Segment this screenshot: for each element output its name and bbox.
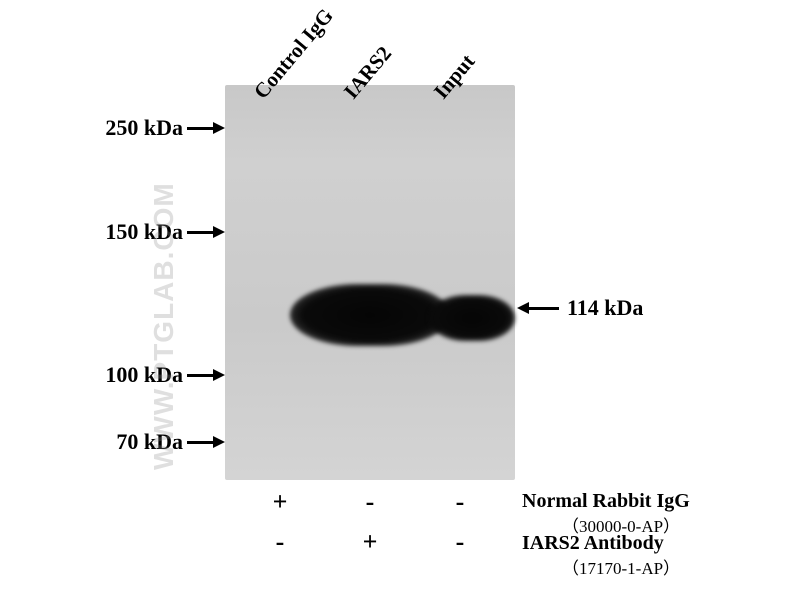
mw-label-2: 100 kDa (105, 362, 183, 388)
mw-arrow-2 (187, 369, 225, 381)
reagent-cat-1: （17170-1-AP） (562, 554, 680, 579)
target-band-label: 114 kDa (567, 295, 643, 321)
target-arrow (517, 302, 559, 314)
band-1 (429, 295, 515, 341)
mw-label-3: 70 kDa (116, 429, 183, 455)
mw-label-1: 150 kDa (105, 219, 183, 245)
mw-arrow-3 (187, 436, 225, 448)
mw-arrow-1 (187, 226, 225, 238)
reagent-name-0: Normal Rabbit IgG (522, 490, 690, 513)
band-0 (290, 284, 450, 346)
plusminus-r0-c1: - (360, 487, 380, 517)
blot-membrane (225, 85, 515, 480)
plusminus-r0-c2: - (450, 487, 470, 517)
mw-label-0: 250 kDa (105, 115, 183, 141)
figure-root: Control IgGIARS2Input 250 kDa150 kDa100 … (0, 0, 800, 600)
plusminus-r1-c1: + (360, 527, 380, 557)
plusminus-r1-c2: - (450, 527, 470, 557)
plusminus-r0-c0: + (270, 487, 290, 517)
mw-arrow-0 (187, 122, 225, 134)
reagent-name-1: IARS2 Antibody (522, 532, 664, 555)
plusminus-r1-c0: - (270, 527, 290, 557)
